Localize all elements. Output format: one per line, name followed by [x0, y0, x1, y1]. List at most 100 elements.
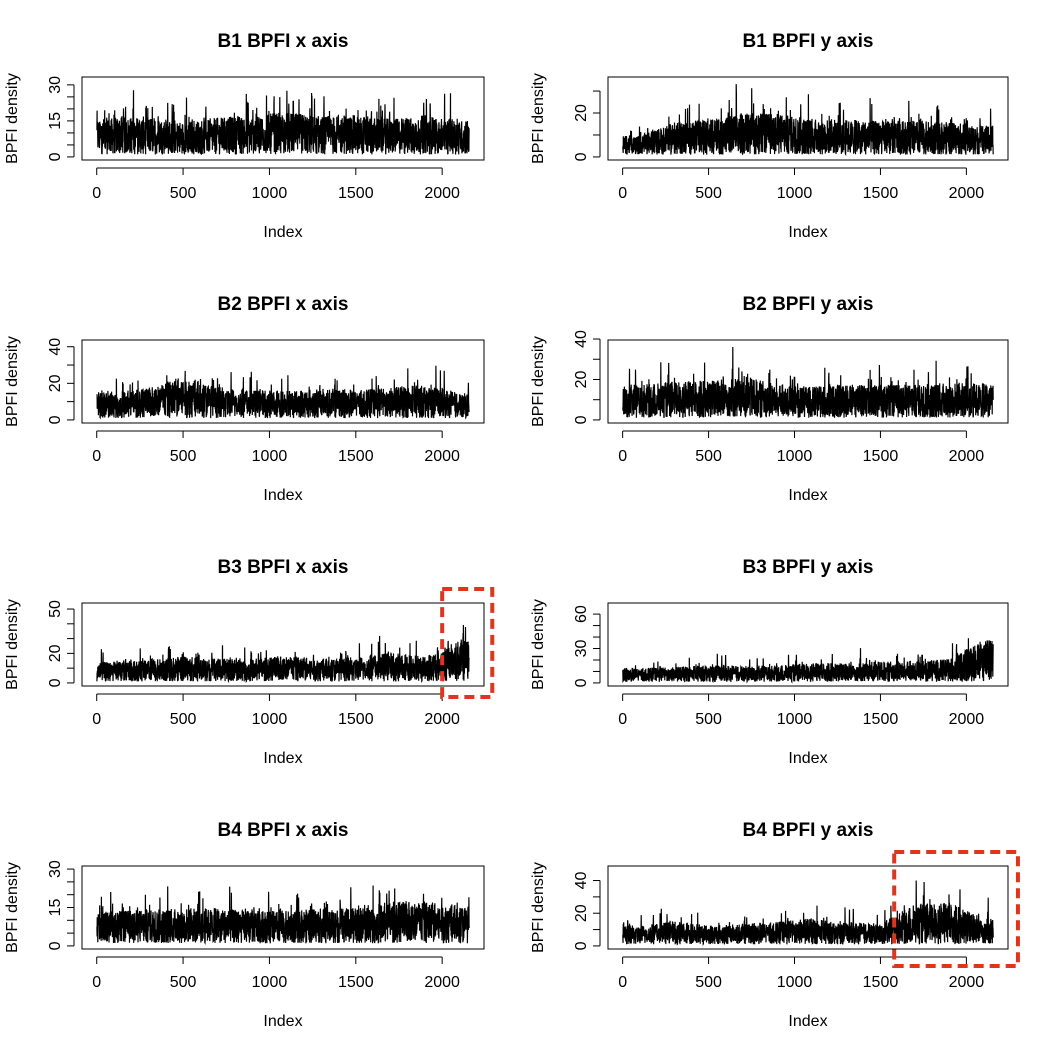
x-axis: 0 500 1000 1500 2000	[618, 167, 985, 202]
x-axis-label: Index	[788, 487, 827, 504]
y-axis: 0 20	[573, 90, 601, 161]
y-axis-label: BPFI density	[530, 73, 547, 164]
highlight-box	[892, 850, 1020, 968]
x-tick-label: 500	[695, 448, 722, 465]
x-tick-label: 1000	[777, 974, 813, 991]
y-tick-label: 20	[573, 370, 590, 388]
y-tick-label: 30	[573, 640, 590, 658]
y-tick-label: 0	[47, 941, 64, 950]
y-axis: 0 20 50	[47, 600, 75, 687]
y-tick-label: 0	[573, 941, 590, 950]
subplot-title: B4 BPFI y axis	[743, 820, 874, 841]
x-tick-label: 1000	[777, 185, 813, 202]
x-tick-label: 0	[618, 711, 627, 728]
subplot-3: B2 BPFI x axis 0 500 1000 1500 2000 Index 0 20 40…	[4, 294, 485, 504]
plot-box	[607, 865, 1009, 950]
x-axis-label: Index	[263, 224, 302, 241]
y-tick-label: 20	[573, 104, 590, 122]
x-tick-label: 1000	[252, 711, 288, 728]
y-tick-label: 40	[573, 872, 590, 890]
x-tick-label: 0	[92, 711, 101, 728]
x-tick-label: 1500	[863, 185, 899, 202]
x-tick-label: 0	[618, 185, 627, 202]
y-tick-label: 30	[47, 860, 64, 878]
x-tick-label: 1000	[252, 185, 288, 202]
data-series-line	[622, 880, 994, 947]
data-series-line	[96, 365, 470, 420]
x-tick-label: 500	[170, 974, 197, 991]
plot-box	[81, 865, 485, 950]
plot-box	[81, 339, 485, 424]
plot-box	[607, 602, 1009, 687]
plot-box	[607, 76, 1009, 161]
x-axis-label: Index	[263, 487, 302, 504]
x-tick-label: 500	[695, 974, 722, 991]
subplot-title: B4 BPFI x axis	[218, 820, 349, 841]
x-tick-label: 2000	[424, 711, 460, 728]
y-tick-label: 30	[47, 76, 64, 94]
subplot-title: B1 BPFI x axis	[218, 31, 349, 52]
x-tick-label: 2000	[424, 185, 460, 202]
x-axis-label: Index	[788, 750, 827, 767]
subplot-4: B2 BPFI y axis 0 500 1000 1500 2000 Index 0 20 40…	[530, 294, 1009, 504]
x-tick-label: 0	[92, 185, 101, 202]
y-axis-label: BPFI density	[530, 336, 547, 427]
x-tick-label: 1500	[338, 448, 374, 465]
x-tick-label: 0	[618, 974, 627, 991]
x-tick-label: 1500	[338, 711, 374, 728]
x-tick-label: 500	[695, 711, 722, 728]
subplot-title: B2 BPFI x axis	[218, 294, 349, 315]
data-series-line	[622, 84, 994, 156]
y-axis: 0 20 40	[47, 338, 75, 424]
x-axis: 0 500 1000 1500 2000	[92, 167, 460, 202]
y-tick-label: 0	[573, 678, 590, 687]
y-tick-label: 0	[47, 415, 64, 424]
x-tick-label: 2000	[424, 448, 460, 465]
x-tick-label: 0	[92, 448, 101, 465]
data-series-line	[96, 90, 470, 155]
y-axis: 0 15 30	[47, 76, 75, 161]
x-tick-label: 2000	[949, 448, 985, 465]
x-axis-label: Index	[788, 1013, 827, 1030]
subplot-title: B3 BPFI y axis	[743, 557, 874, 578]
y-tick-label: 40	[47, 338, 64, 356]
subplot-title: B3 BPFI x axis	[218, 557, 349, 578]
data-series-line	[96, 885, 470, 946]
y-axis: 0 15 30	[47, 860, 75, 950]
y-axis: 0 20 40	[573, 330, 601, 424]
plot-box	[81, 602, 485, 687]
x-tick-label: 1500	[863, 974, 899, 991]
x-tick-label: 2000	[949, 185, 985, 202]
y-tick-label: 0	[573, 152, 590, 161]
x-axis: 0 500 1000 1500 2000	[92, 956, 460, 991]
x-tick-label: 2000	[424, 974, 460, 991]
y-tick-label: 20	[573, 904, 590, 922]
x-tick-label: 2000	[949, 974, 985, 991]
subplot-2: B1 BPFI y axis 0 500 1000 1500 2000 Index 0 20 BP…	[530, 31, 1009, 241]
x-tick-label: 500	[170, 711, 197, 728]
x-axis: 0 500 1000 1500 2000	[92, 430, 460, 465]
x-tick-label: 1000	[777, 448, 813, 465]
y-axis: 0 20 40	[573, 872, 601, 950]
subplot-5: B3 BPFI x axis 0 500 1000 1500 2000 Index 0 20 50…	[4, 557, 495, 767]
y-axis-label: BPFI density	[4, 336, 21, 427]
x-tick-label: 500	[695, 185, 722, 202]
x-tick-label: 1500	[863, 711, 899, 728]
x-axis-label: Index	[788, 224, 827, 241]
subplot-1: B1 BPFI x axis 0 500 1000 1500 2000 Index 0 15 30…	[4, 31, 485, 241]
y-tick-label: 0	[573, 415, 590, 424]
highlight-box	[440, 587, 495, 699]
subplot-7: B4 BPFI x axis 0 500 1000 1500 2000 Index 0 15 30…	[4, 820, 485, 1030]
y-axis-label: BPFI density	[4, 599, 21, 690]
subplot-title: B1 BPFI y axis	[743, 31, 874, 52]
x-tick-label: 1000	[777, 711, 813, 728]
x-axis-label: Index	[263, 750, 302, 767]
data-series-line	[622, 346, 994, 418]
y-tick-label: 40	[573, 330, 590, 348]
x-axis: 0 500 1000 1500 2000	[618, 430, 985, 465]
y-tick-label: 15	[47, 899, 64, 917]
x-axis-label: Index	[263, 1013, 302, 1030]
x-tick-label: 1500	[863, 448, 899, 465]
subplot-8: B4 BPFI y axis 0 500 1000 1500 2000 Index 0 20 40…	[530, 820, 1020, 1030]
x-tick-label: 500	[170, 185, 197, 202]
